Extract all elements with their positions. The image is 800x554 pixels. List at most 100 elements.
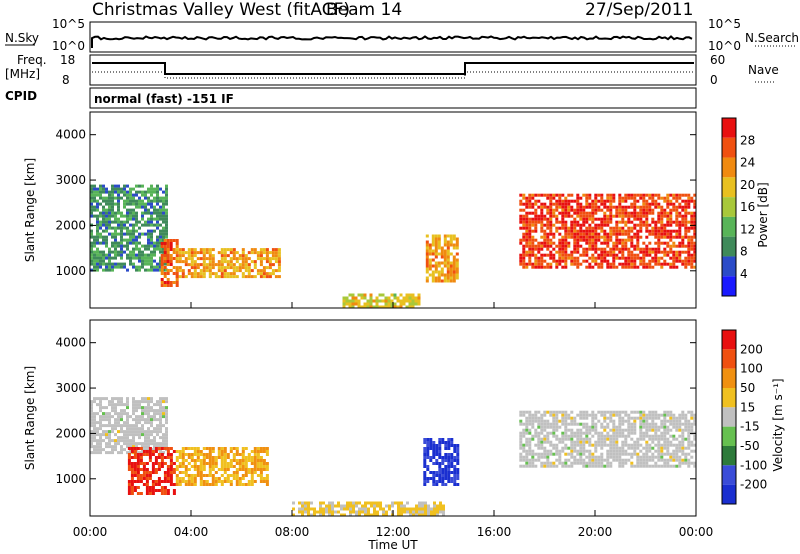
velocity-cell bbox=[361, 507, 364, 511]
velocity-cell bbox=[609, 440, 613, 444]
power-cell bbox=[525, 241, 529, 245]
power-cell bbox=[162, 196, 165, 200]
velocity-cell bbox=[645, 458, 649, 462]
power-cell bbox=[135, 268, 138, 272]
power-cell bbox=[96, 187, 99, 191]
power-cell bbox=[621, 205, 625, 209]
power-cell bbox=[540, 214, 544, 218]
velocity-cell bbox=[325, 504, 328, 508]
velocity-cell bbox=[675, 464, 679, 468]
velocity-cell bbox=[424, 501, 427, 505]
velocity-cell bbox=[385, 504, 388, 508]
power-cell bbox=[455, 270, 459, 274]
velocity-cell bbox=[352, 501, 355, 505]
power-cell bbox=[648, 223, 652, 227]
power-cell bbox=[446, 273, 450, 277]
power-cell bbox=[615, 256, 619, 260]
velocity-cell bbox=[145, 483, 149, 486]
velocity-cell bbox=[594, 431, 598, 435]
power-cell bbox=[579, 235, 583, 239]
velocity-cell bbox=[582, 416, 586, 420]
beam-title: Beam 14 bbox=[326, 0, 402, 20]
velocity-cell bbox=[573, 416, 577, 420]
velocity-cell bbox=[693, 449, 697, 453]
power-cell bbox=[114, 229, 117, 233]
power-cell bbox=[96, 229, 99, 233]
power-cell bbox=[178, 251, 182, 255]
velocity-cell bbox=[537, 440, 541, 444]
power-cell bbox=[636, 253, 640, 257]
velocity-cell bbox=[654, 461, 658, 465]
velocity-cell bbox=[126, 424, 129, 428]
velocity-cell bbox=[129, 442, 132, 446]
power-cell bbox=[129, 217, 132, 221]
velocity-cell bbox=[163, 471, 167, 474]
velocity-cell bbox=[442, 510, 445, 514]
power-cell bbox=[657, 196, 661, 200]
power-cell bbox=[437, 246, 441, 250]
power-cell bbox=[633, 259, 637, 263]
power-cell bbox=[405, 293, 409, 297]
power-cell bbox=[633, 253, 637, 257]
velocity-cell bbox=[147, 439, 150, 443]
power-cell bbox=[528, 223, 532, 227]
velocity-cell bbox=[159, 409, 162, 413]
velocity-cell bbox=[184, 453, 188, 456]
velocity-cell bbox=[672, 437, 676, 441]
power-cell bbox=[564, 256, 568, 260]
velocity-cell bbox=[102, 439, 105, 443]
power-cell bbox=[657, 250, 661, 254]
power-cell bbox=[150, 199, 153, 203]
power-cell bbox=[540, 235, 544, 239]
power-cell bbox=[615, 238, 619, 242]
velocity-cell bbox=[624, 461, 628, 465]
power-cell bbox=[165, 214, 168, 218]
power-cell bbox=[531, 250, 535, 254]
power-cell bbox=[612, 265, 616, 269]
power-cell bbox=[241, 275, 245, 279]
velocity-cell bbox=[178, 483, 182, 486]
velocity-cell bbox=[337, 504, 340, 508]
velocity-cell bbox=[154, 462, 158, 465]
velocity-cell bbox=[552, 461, 556, 465]
velocity-cell bbox=[660, 434, 664, 438]
velocity-cell bbox=[117, 430, 120, 434]
power-cell bbox=[624, 247, 628, 251]
velocity-cell bbox=[139, 474, 143, 477]
velocity-cell bbox=[672, 458, 676, 462]
velocity-cell bbox=[229, 480, 233, 483]
velocity-cell bbox=[138, 415, 141, 419]
velocity-cell bbox=[376, 501, 379, 505]
power-cell bbox=[627, 238, 631, 242]
velocity-cell bbox=[597, 461, 601, 465]
velocity-cell bbox=[367, 507, 370, 511]
velocity-cell bbox=[585, 410, 589, 414]
power-cell bbox=[162, 226, 165, 230]
velocity-cell bbox=[154, 447, 158, 450]
power-cell bbox=[585, 241, 589, 245]
velocity-cell bbox=[594, 413, 598, 417]
velocity-cell bbox=[157, 462, 161, 465]
velocity-cell bbox=[438, 462, 442, 465]
power-cell bbox=[241, 254, 245, 258]
power-cell bbox=[606, 241, 610, 245]
power-cell bbox=[117, 184, 120, 188]
power-cell bbox=[582, 253, 586, 257]
power-cell bbox=[615, 229, 619, 233]
power-cell bbox=[181, 275, 185, 279]
power-cell bbox=[642, 211, 646, 215]
power-cell bbox=[603, 241, 607, 245]
velocity-cell bbox=[223, 471, 227, 474]
velocity-cell bbox=[678, 446, 682, 450]
velocity-cell bbox=[111, 430, 114, 434]
power-cell bbox=[274, 248, 278, 252]
power-cell bbox=[99, 232, 102, 236]
velocity-cell bbox=[129, 415, 132, 419]
power-cell bbox=[678, 256, 682, 260]
power-cell bbox=[105, 226, 108, 230]
power-cell bbox=[135, 193, 138, 197]
power-cell bbox=[591, 253, 595, 257]
power-cell bbox=[455, 267, 459, 271]
velocity-cell bbox=[582, 452, 586, 456]
velocity-cell bbox=[117, 412, 120, 416]
